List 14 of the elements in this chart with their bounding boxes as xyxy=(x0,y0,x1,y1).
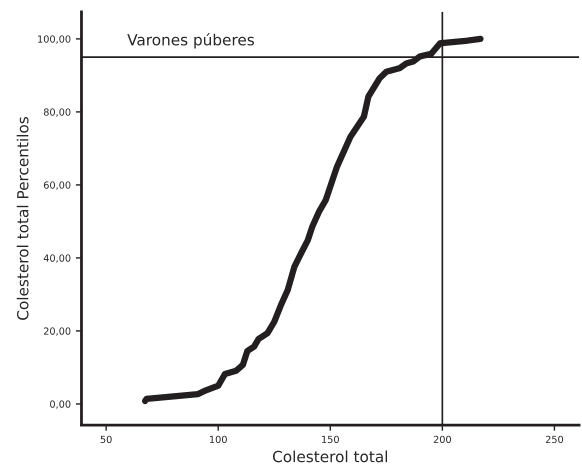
x-tick-label: 150 xyxy=(322,436,339,444)
x-tick-label: 50 xyxy=(100,436,112,444)
x-axis-title: Colesterol total xyxy=(272,450,388,462)
y-tick-label: 80,00 xyxy=(44,108,70,117)
y-tick-label: 100,00 xyxy=(38,35,70,44)
x-tick-label: 100 xyxy=(210,436,227,444)
x-tick-label: 250 xyxy=(546,436,564,444)
y-axis-title: Colesterol total Percentilos xyxy=(16,117,29,320)
x-tick-label: 200 xyxy=(434,436,451,444)
y-tick-label: 60,00 xyxy=(44,181,70,190)
y-tick-label: 20,00 xyxy=(44,327,70,336)
y-tick-label: 0,00 xyxy=(50,400,70,409)
y-tick-label: 40,00 xyxy=(44,254,70,263)
text: Varones púberes xyxy=(127,33,254,48)
